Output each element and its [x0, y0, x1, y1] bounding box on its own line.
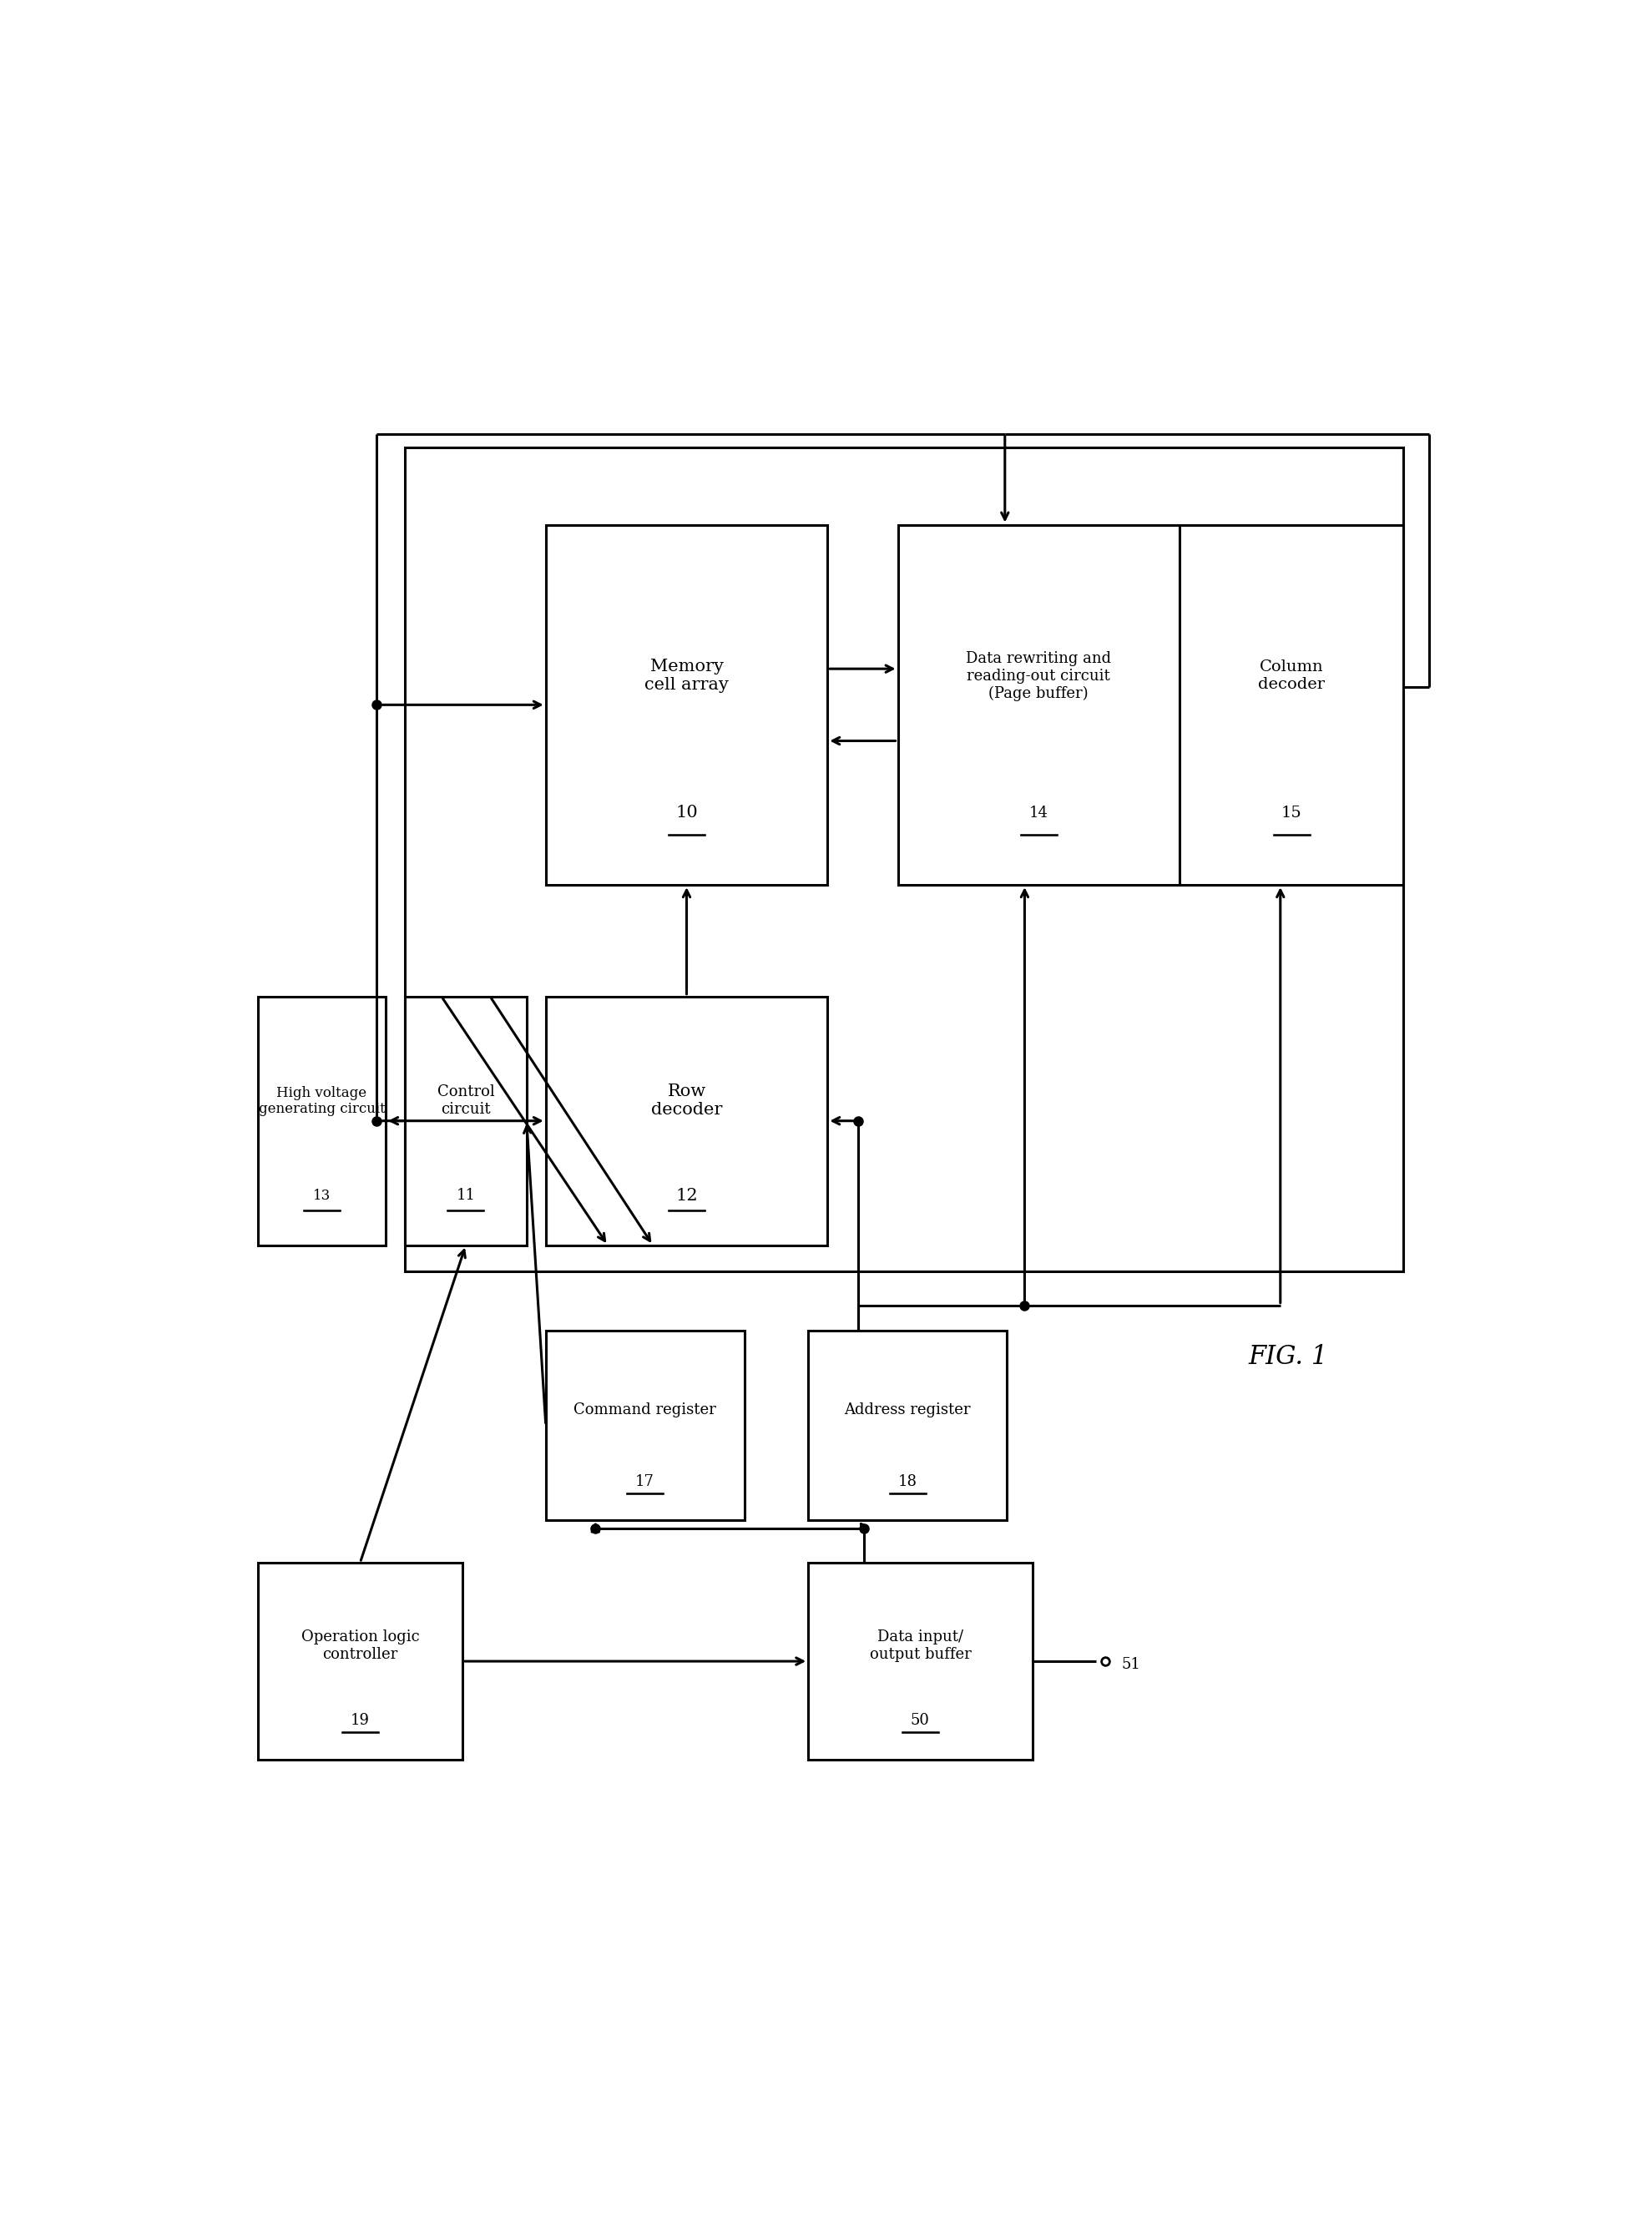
Text: 14: 14	[1029, 804, 1049, 820]
Bar	[405, 448, 1404, 1270]
Text: High voltage
generating circuit: High voltage generating circuit	[258, 1085, 385, 1116]
Bar	[405, 996, 527, 1245]
Text: 17: 17	[636, 1475, 654, 1491]
Bar	[899, 526, 1180, 885]
Text: Row
decoder: Row decoder	[651, 1083, 722, 1118]
Bar	[545, 996, 828, 1245]
Text: Command register: Command register	[573, 1404, 717, 1417]
Bar	[808, 1330, 1006, 1519]
Text: Control
circuit: Control circuit	[438, 1085, 494, 1116]
Text: 12: 12	[676, 1188, 697, 1203]
Text: Memory
cell array: Memory cell array	[644, 659, 729, 693]
Text: 18: 18	[899, 1475, 917, 1491]
Text: Address register: Address register	[844, 1404, 971, 1417]
Text: 15: 15	[1282, 804, 1302, 820]
Text: Operation logic
controller: Operation logic controller	[301, 1629, 420, 1662]
Bar	[258, 996, 387, 1245]
Text: Data input/
output buffer: Data input/ output buffer	[869, 1629, 971, 1662]
Bar	[1180, 526, 1404, 885]
Text: 51: 51	[1122, 1658, 1142, 1673]
Bar	[258, 1562, 463, 1760]
Text: Column
decoder: Column decoder	[1259, 659, 1325, 693]
Text: 19: 19	[350, 1713, 370, 1729]
Bar	[545, 1330, 745, 1519]
Bar	[808, 1562, 1032, 1760]
Text: 13: 13	[312, 1188, 330, 1203]
Text: 10: 10	[676, 804, 697, 820]
Text: 50: 50	[910, 1713, 930, 1729]
Text: Data rewriting and
reading-out circuit
(Page buffer): Data rewriting and reading-out circuit (…	[966, 651, 1112, 702]
Text: 11: 11	[456, 1188, 476, 1203]
Bar	[545, 526, 828, 885]
Text: FIG. 1: FIG. 1	[1249, 1343, 1328, 1370]
